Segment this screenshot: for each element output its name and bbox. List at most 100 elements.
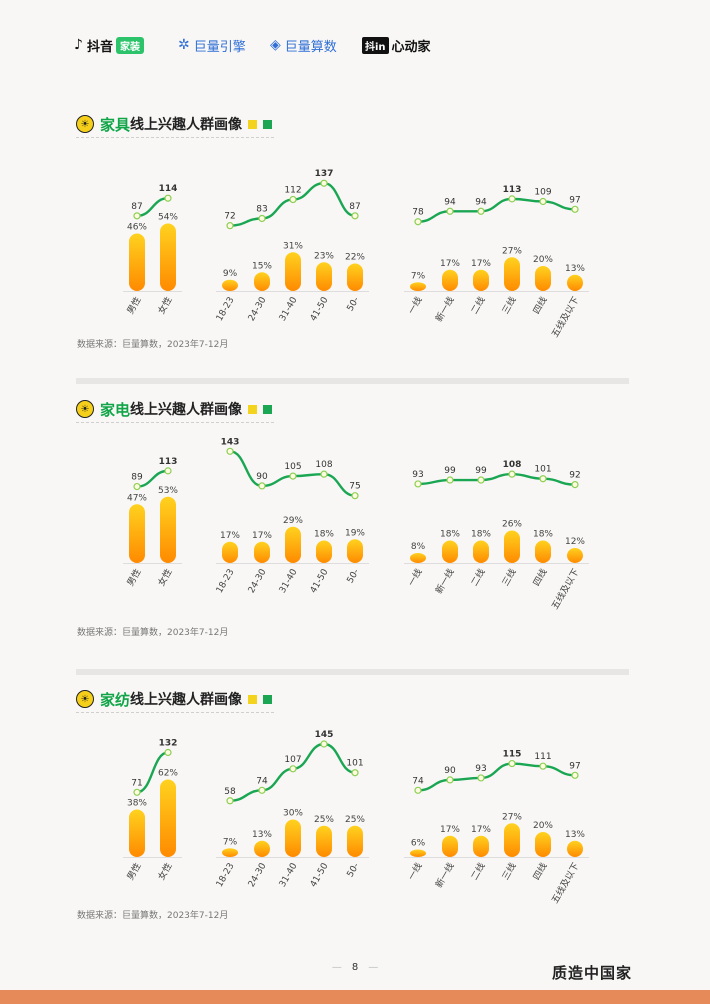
- bar: [160, 779, 176, 857]
- line-point: [289, 472, 297, 480]
- category-label: 二线: [468, 295, 487, 317]
- line-point: [164, 748, 172, 757]
- bar-label: 17%: [440, 259, 460, 269]
- category-label: 四线: [530, 567, 549, 589]
- bar: [160, 223, 176, 291]
- line-label: 108: [503, 460, 522, 470]
- bar-label: 27%: [502, 812, 522, 822]
- line-point: [477, 774, 485, 782]
- title-highlight: 家具: [100, 115, 131, 134]
- line-point: [414, 480, 422, 488]
- logo-text: 抖音: [86, 39, 113, 55]
- category-label: 新一线: [433, 861, 457, 890]
- bar-label: 12%: [565, 537, 585, 547]
- line-point: [351, 212, 359, 220]
- bar-label: 20%: [533, 821, 553, 831]
- line-point: [571, 771, 579, 779]
- bar: [473, 540, 489, 563]
- bar: [254, 840, 270, 857]
- category-label: 41-50: [309, 861, 331, 889]
- title-underline: [76, 137, 274, 138]
- line-point: [320, 470, 328, 478]
- line-label: 97: [569, 761, 580, 771]
- line-point: [164, 467, 172, 475]
- section-divider: [76, 378, 629, 384]
- series-line: [136, 751, 169, 794]
- line-label: 72: [224, 212, 235, 222]
- line-label: 87: [131, 202, 142, 212]
- bar: [316, 262, 332, 291]
- title-rest: 线上兴趣人群画像: [130, 692, 243, 708]
- yellow-square-icon: [248, 119, 258, 129]
- bar: [567, 548, 583, 563]
- bar-label: 18%: [440, 530, 460, 540]
- line-label: 113: [159, 457, 178, 467]
- category-label: 三线: [499, 295, 518, 317]
- bar-label: 6%: [411, 839, 426, 849]
- bar-label: 38%: [127, 799, 147, 809]
- line-label: 99: [475, 466, 487, 476]
- bar: [129, 504, 145, 563]
- data-source: 数据来源：巨量算数，2023年7-12月: [77, 340, 229, 350]
- line-point: [477, 207, 485, 215]
- logo-text: 巨量算数: [284, 39, 337, 55]
- bar: [160, 496, 176, 563]
- line-point: [133, 212, 141, 220]
- category-label: 四线: [530, 861, 549, 883]
- line-label: 93: [475, 764, 486, 774]
- bar-label: 54%: [158, 213, 178, 223]
- line-point: [477, 476, 485, 484]
- bar-label: 18%: [471, 530, 491, 540]
- line-label: 99: [444, 466, 456, 476]
- bar-label: 15%: [252, 261, 272, 271]
- line-label: 58: [224, 787, 236, 797]
- series-line: [417, 472, 576, 486]
- line-point: [539, 475, 547, 483]
- line-point: [133, 482, 141, 491]
- bar-label: 9%: [223, 269, 238, 279]
- line-label: 101: [346, 759, 363, 769]
- line-label: 74: [412, 776, 424, 786]
- bar-label: 23%: [314, 251, 334, 261]
- yellow-square-icon: [248, 404, 258, 414]
- series-line: [417, 197, 576, 223]
- line-point: [164, 194, 172, 202]
- page-number-text: 8: [351, 962, 359, 973]
- line-point: [414, 786, 422, 794]
- logo-juliang-suanshu: ◈ 巨量算数: [270, 33, 337, 57]
- line-point: [289, 195, 297, 204]
- line-point: [258, 786, 266, 794]
- line-label: 108: [315, 460, 332, 470]
- category-label: 41-50: [309, 567, 331, 595]
- line-label: 83: [256, 204, 267, 214]
- category-label: 31-40: [278, 295, 300, 323]
- category-label: 女性: [155, 567, 174, 589]
- line-label: 113: [503, 185, 522, 195]
- category-label: 一线: [405, 567, 424, 589]
- bar: [222, 848, 238, 857]
- bar: [535, 266, 551, 291]
- chart-appliances: 47% 53% 男性 女性 89 113 17% 17% 29% 18% 19% 18-23 24-30…: [123, 437, 589, 611]
- green-square-icon: [263, 404, 273, 414]
- bar: [504, 823, 520, 857]
- bar-label: 62%: [158, 769, 178, 779]
- category-label: 二线: [468, 567, 487, 589]
- line-point: [571, 480, 579, 489]
- category-label: 50-: [346, 862, 362, 880]
- line-label: 90: [444, 766, 456, 776]
- page-number: —8—: [331, 962, 379, 973]
- title-highlight: 家电: [100, 400, 131, 419]
- bar: [473, 835, 489, 857]
- bar-label: 22%: [345, 253, 365, 263]
- line-point: [258, 214, 266, 223]
- line-point: [571, 205, 579, 213]
- bar: [129, 233, 145, 291]
- category-label: 18-23: [215, 568, 237, 596]
- bar: [347, 263, 363, 291]
- line-label: 105: [284, 462, 301, 472]
- line-label: 78: [412, 208, 424, 218]
- line-label: 112: [284, 186, 301, 196]
- bar-label: 17%: [471, 825, 491, 835]
- bar-label: 30%: [283, 809, 303, 819]
- yellow-square-icon: [248, 694, 258, 704]
